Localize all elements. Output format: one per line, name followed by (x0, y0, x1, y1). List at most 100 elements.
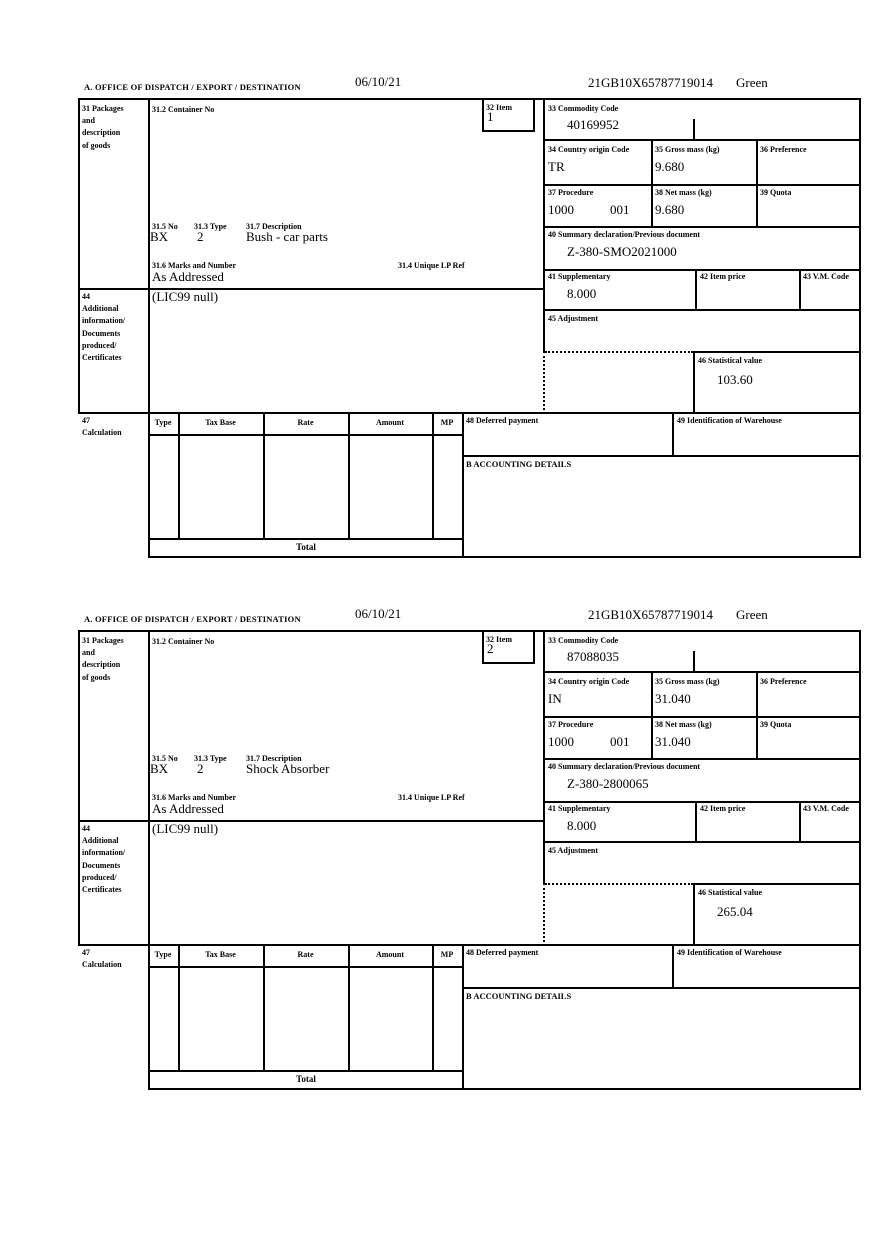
divider-line (482, 630, 484, 664)
divider-line (651, 671, 653, 760)
country-origin-value: TR (548, 159, 565, 174)
box-38-net-mass-label: 38 Net mass (kg) (655, 720, 712, 729)
box-42-item-price-label: 42 Item price (700, 804, 746, 813)
box-31-5-no-label: 31.5 No (152, 222, 178, 231)
divider-line (462, 412, 464, 558)
box-36-preference-label: 36 Preference (760, 677, 807, 686)
procedure-value-2: 001 (610, 202, 630, 217)
calc-header-mp: MP (440, 950, 454, 959)
calc-header-tax-base: Tax Base (205, 418, 236, 427)
divider-line (543, 184, 861, 186)
accounting-details-label: B ACCOUNTING DETAILS (466, 459, 572, 469)
divider-line (672, 412, 674, 457)
divider-line (462, 987, 861, 989)
divider-line (432, 412, 434, 540)
office-of-dispatch-title: A. OFFICE OF DISPATCH / EXPORT / DESTINA… (84, 614, 301, 624)
divider-line (178, 412, 180, 540)
calc-total-label: Total (296, 542, 316, 552)
goods-description-value: Shock Absorber (246, 761, 330, 776)
gross-mass-value: 9.680 (655, 159, 685, 174)
divider-line (148, 1088, 464, 1090)
box-34-origin-label: 34 Country origin Code (548, 145, 630, 154)
declaration-section: A. OFFICE OF DISPATCH / EXPORT / DESTINA… (78, 595, 862, 1095)
box-31-2-container-label: 31.2 Container No (152, 105, 215, 114)
divider-line (543, 671, 861, 673)
box-45-adjustment-label: 45 Adjustment (548, 846, 599, 855)
box-31-3-type-label: 31.3 Type (194, 222, 227, 231)
box-36-preference-label: 36 Preference (760, 145, 807, 154)
additional-information-value: (LIC99 null) (152, 821, 219, 836)
box-43-vm-code-label: 43 V.M. Code (803, 272, 849, 281)
declaration-section: A. OFFICE OF DISPATCH / EXPORT / DESTINA… (78, 63, 862, 563)
divider-line (543, 716, 861, 718)
net-mass-value: 31.040 (655, 734, 691, 749)
calc-total-label: Total (296, 1074, 316, 1084)
box-38-net-mass-label: 38 Net mass (kg) (655, 188, 712, 197)
divider-line (78, 412, 861, 414)
divider-line (432, 944, 434, 1072)
box-31-7-description-label: 31.7 Description (246, 222, 302, 231)
divider-line (543, 139, 861, 141)
divider-line (482, 98, 484, 132)
divider-line (482, 130, 535, 132)
divider-line (695, 269, 697, 311)
divider-line (693, 651, 695, 673)
divider-line (543, 98, 545, 351)
divider-line (78, 944, 861, 946)
additional-information-value: (LIC99 null) (152, 289, 219, 304)
calc-header-rate: Rate (297, 418, 314, 427)
box-31-packages-label: 31 Packages and description of goods (82, 104, 124, 150)
box-43-vm-code-label: 43 V.M. Code (803, 804, 849, 813)
box-37-procedure-label: 37 Procedure (548, 188, 594, 197)
divider-line (78, 820, 545, 822)
divider-line (148, 1070, 464, 1072)
divider-line (148, 556, 464, 558)
divider-line (78, 630, 861, 632)
marks-and-number-value: As Addressed (152, 269, 224, 284)
accounting-details-label: B ACCOUNTING DETAILS (466, 991, 572, 1001)
box-35-gross-mass-label: 35 Gross mass (kg) (655, 145, 720, 154)
box-39-quota-label: 39 Quota (760, 188, 792, 197)
box-32-item-label: 32 Item (486, 635, 512, 644)
divider-line (462, 556, 861, 558)
box-31-6-marks-label: 31.6 Marks and Number (152, 793, 237, 802)
divider-line (693, 883, 861, 885)
calc-header-type: Type (154, 418, 172, 427)
box-45-adjustment-label: 45 Adjustment (548, 314, 599, 323)
item-number-value: 1 (487, 109, 494, 124)
statistical-value: 265.04 (717, 904, 753, 919)
divider-line (543, 630, 545, 883)
calc-header-amount: Amount (375, 950, 404, 959)
divider-line (693, 883, 695, 946)
divider-line (533, 630, 535, 664)
box-31-7-description-label: 31.7 Description (246, 754, 302, 763)
box-46-statistical-value-label: 46 Statistical value (698, 888, 762, 897)
calc-header-rate: Rate (297, 950, 314, 959)
divider-line (859, 98, 861, 558)
box-44-additional-info-label: 44 Additional information/ Documents pro… (82, 824, 126, 895)
divider-line (263, 412, 265, 540)
net-mass-value: 9.680 (655, 202, 685, 217)
divider-line (533, 98, 535, 132)
divider-line (148, 966, 464, 968)
divider-line (348, 944, 350, 1072)
routing-status: Green (736, 75, 768, 90)
statistical-value: 103.60 (717, 372, 753, 387)
box-47-calculation-label: 47 Calculation (82, 416, 122, 438)
divider-line (799, 801, 801, 843)
divider-line (672, 944, 674, 989)
divider-line (148, 944, 150, 1090)
box-33-commodity-label: 33 Commodity Code (548, 104, 619, 113)
previous-document-value: Z-380-2800065 (567, 776, 649, 791)
declaration-date: 06/10/21 (355, 606, 402, 621)
divider-line (462, 1088, 861, 1090)
calc-header-amount: Amount (375, 418, 404, 427)
box-42-item-price-label: 42 Item price (700, 272, 746, 281)
packages-no-value: BX (150, 229, 169, 244)
divider-line (148, 630, 150, 946)
box-31-6-marks-label: 31.6 Marks and Number (152, 261, 237, 270)
gross-mass-value: 31.040 (655, 691, 691, 706)
box-31-2-container-label: 31.2 Container No (152, 637, 215, 646)
divider-line (78, 288, 545, 290)
